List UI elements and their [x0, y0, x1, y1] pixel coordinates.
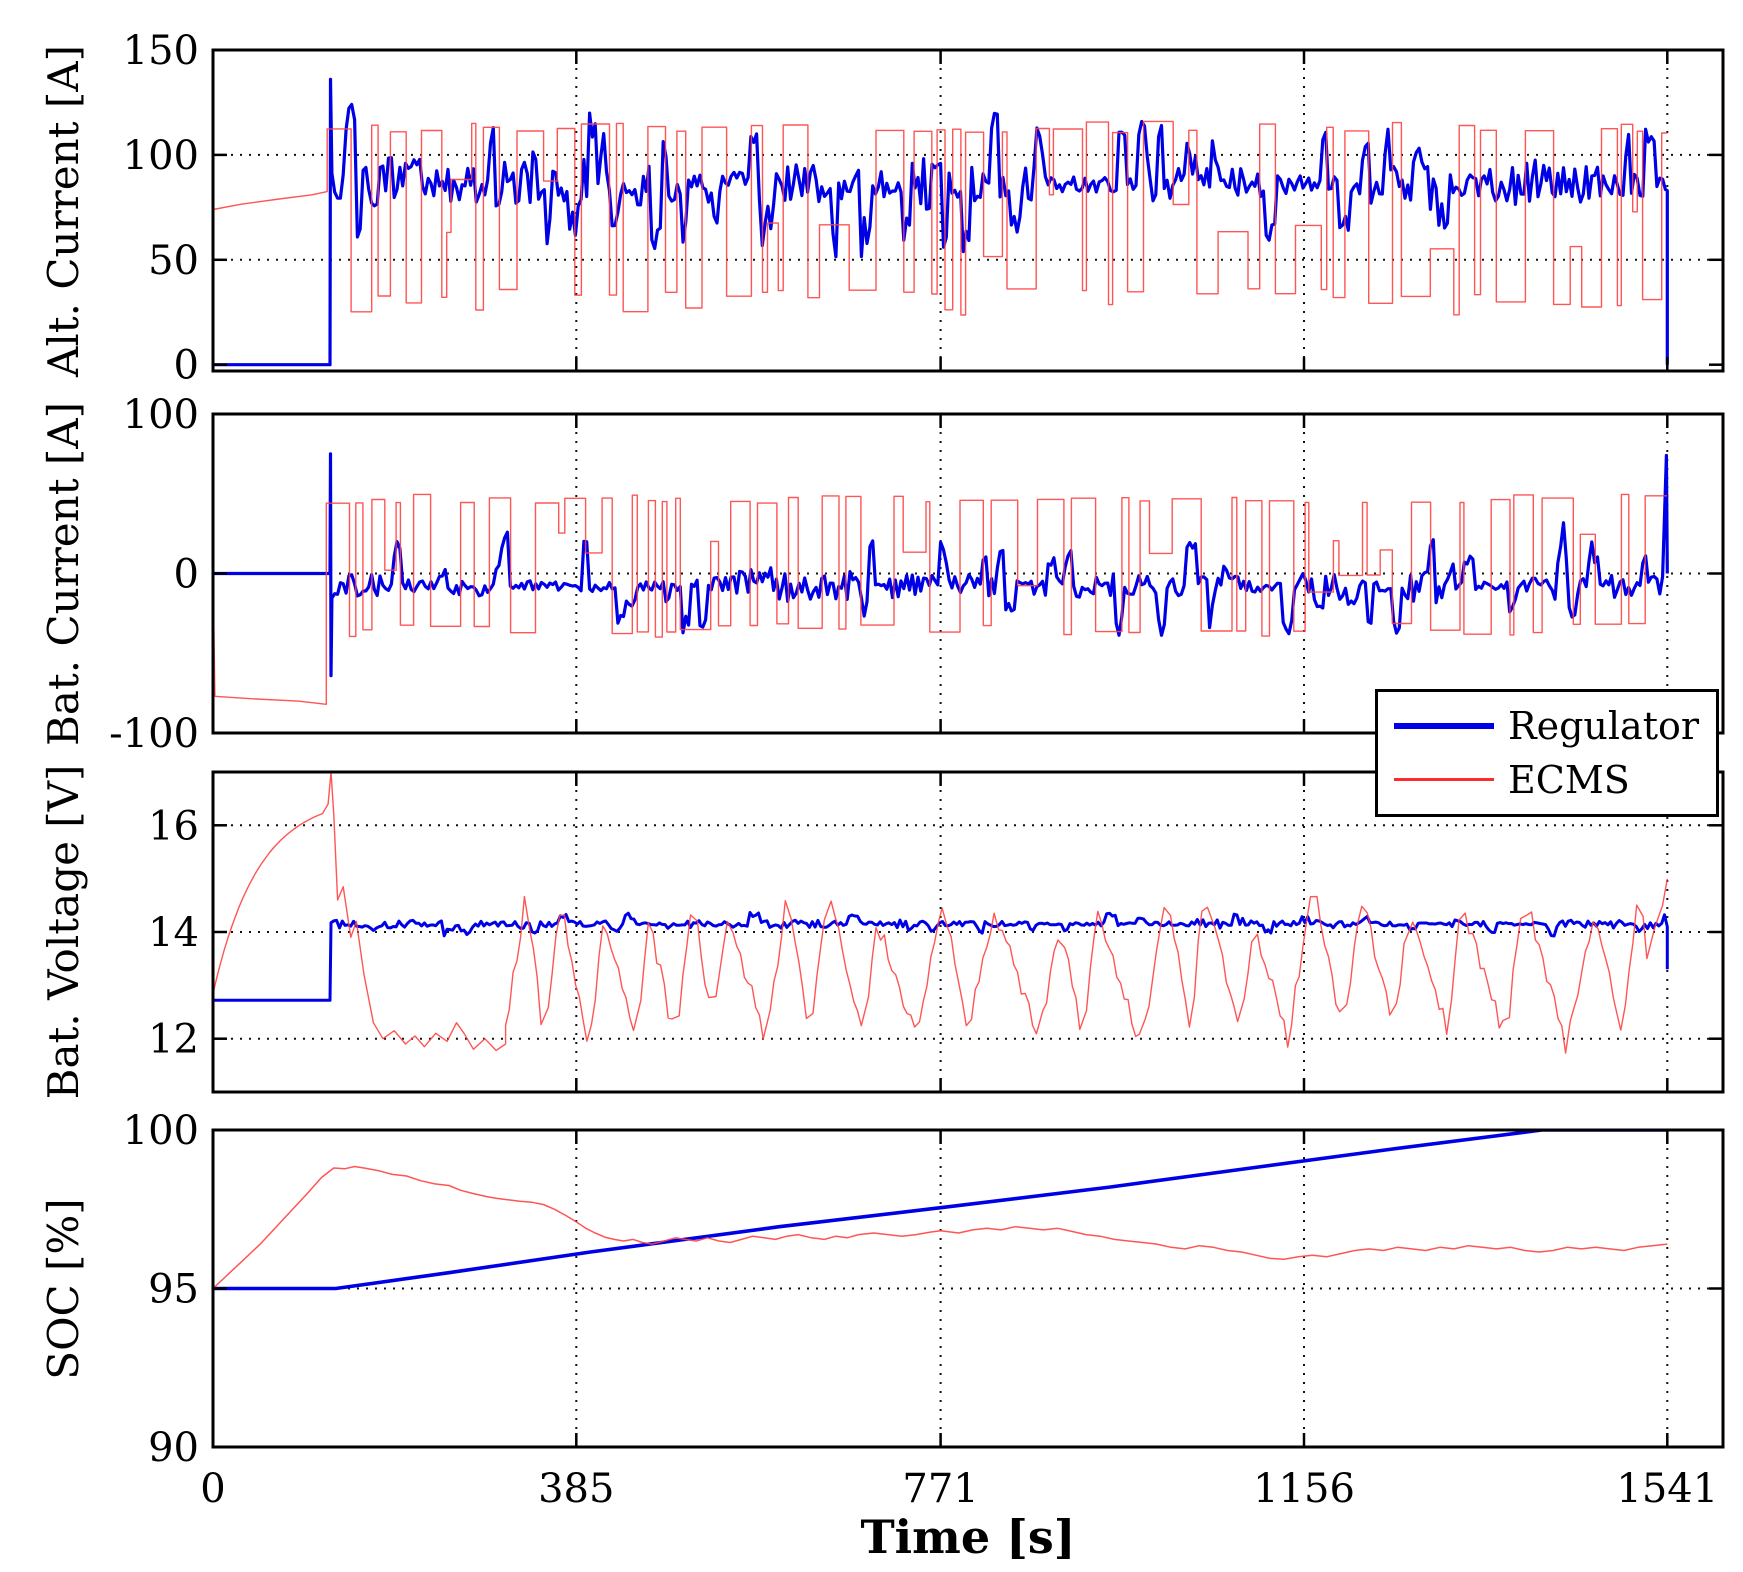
y-tick-label: 14 — [148, 910, 199, 956]
x-tick-label: 771 — [902, 1466, 978, 1512]
series-ecms-alt-current — [213, 120, 1668, 316]
legend-item-ecms: ECMS — [1394, 761, 1716, 799]
y-tick-label: 50 — [148, 238, 199, 284]
y-tick-label: 95 — [148, 1267, 199, 1313]
x-tick-label: 385 — [538, 1466, 614, 1512]
y-axis-label-bat-voltage: Bat. Voltage [V] — [39, 764, 88, 1100]
regulator-line-swatch — [1394, 723, 1494, 730]
y-tick-label: -100 — [109, 711, 199, 757]
x-axis-label: Time [s] — [860, 1510, 1076, 1564]
y-axis-label-soc: SOC [%] — [39, 1198, 88, 1380]
series-ecms-bat-voltage — [213, 772, 1668, 1054]
series-regulator-soc — [213, 1130, 1668, 1291]
panel-bat-current: -100 0 100 — [109, 392, 1725, 757]
x-tick-label: 1541 — [1616, 1466, 1718, 1512]
y-axis-label-bat-current: Bat. Current [A] — [39, 401, 88, 747]
legend-label-regulator: Regulator — [1508, 704, 1700, 749]
y-tick-label: 0 — [174, 343, 199, 389]
y-tick-label: 90 — [148, 1425, 199, 1471]
legend-label-ecms: ECMS — [1508, 757, 1630, 802]
y-tick-label: 100 — [123, 392, 199, 438]
y-tick-label: 16 — [148, 803, 199, 849]
axes-border — [211, 48, 1725, 373]
y-tick-label: 0 — [174, 552, 199, 598]
y-axis-label-alt-current: Alt. Current [A] — [39, 45, 88, 377]
y-tick-label: 150 — [123, 28, 199, 74]
x-tick-label: 1156 — [1253, 1466, 1355, 1512]
ecms-line-swatch — [1394, 778, 1494, 782]
panel-bat-voltage: 12 14 16 — [148, 770, 1725, 1094]
y-tick-label: 12 — [148, 1017, 199, 1063]
legend-item-regulator: Regulator — [1394, 707, 1716, 745]
panel-soc: 90 95 100 — [123, 1108, 1725, 1471]
y-tick-label: 100 — [123, 133, 199, 179]
series-ecms-soc — [213, 1165, 1668, 1290]
series-regulator-alt-current — [213, 77, 1669, 367]
panel-alt-current: 0 50 100 150 — [123, 28, 1725, 389]
legend: Regulator ECMS — [1375, 689, 1719, 817]
series-regulator-bat-current — [213, 452, 1669, 678]
x-tick-label: 0 — [200, 1466, 225, 1512]
y-tick-label: 100 — [123, 1108, 199, 1154]
series-ecms-bat-current — [213, 493, 1668, 705]
